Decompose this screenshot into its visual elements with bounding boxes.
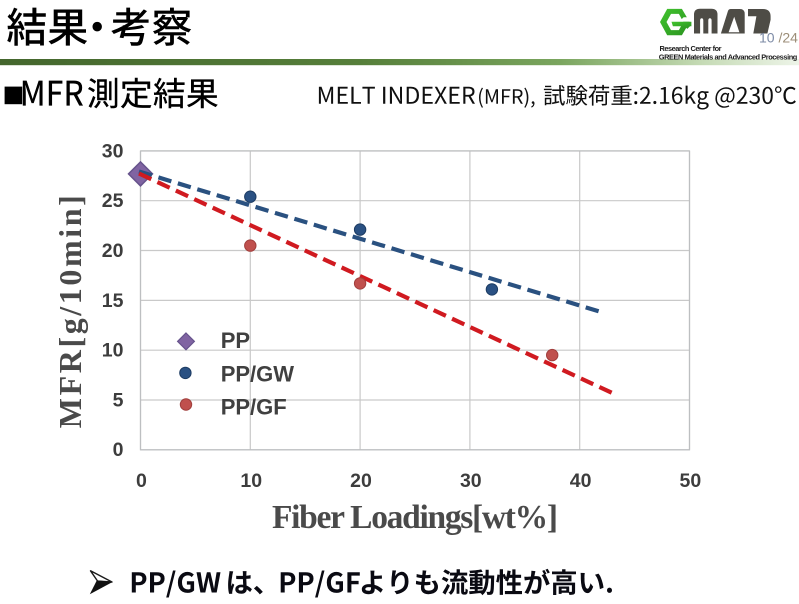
svg-text:25: 25 bbox=[102, 190, 124, 212]
svg-text:20: 20 bbox=[350, 470, 372, 492]
svg-text:0: 0 bbox=[136, 470, 147, 492]
svg-text:50: 50 bbox=[680, 470, 702, 492]
svg-text:15: 15 bbox=[102, 290, 124, 312]
svg-text:0: 0 bbox=[113, 439, 124, 461]
svg-text:10: 10 bbox=[102, 340, 124, 362]
svg-text:GREEN Materials and Advanced P: GREEN Materials and Advanced Processing bbox=[659, 53, 798, 62]
svg-text:30: 30 bbox=[460, 470, 482, 492]
svg-text:20: 20 bbox=[102, 240, 124, 262]
svg-text:10: 10 bbox=[240, 470, 262, 492]
svg-text:PP: PP bbox=[221, 328, 250, 353]
svg-text:40: 40 bbox=[570, 470, 592, 492]
svg-text:10 /24: 10 /24 bbox=[759, 30, 798, 46]
svg-text:5: 5 bbox=[113, 389, 124, 411]
svg-text:Fiber Loadings[wt%]: Fiber Loadings[wt%] bbox=[272, 499, 558, 536]
svg-text:30: 30 bbox=[102, 140, 124, 162]
svg-text:PP/GF: PP/GF bbox=[221, 395, 287, 420]
svg-text:Research Center for: Research Center for bbox=[660, 44, 722, 53]
svg-text:MFR[g/10min]: MFR[g/10min] bbox=[52, 195, 88, 428]
svg-text:PP/GW: PP/GW bbox=[221, 361, 295, 386]
